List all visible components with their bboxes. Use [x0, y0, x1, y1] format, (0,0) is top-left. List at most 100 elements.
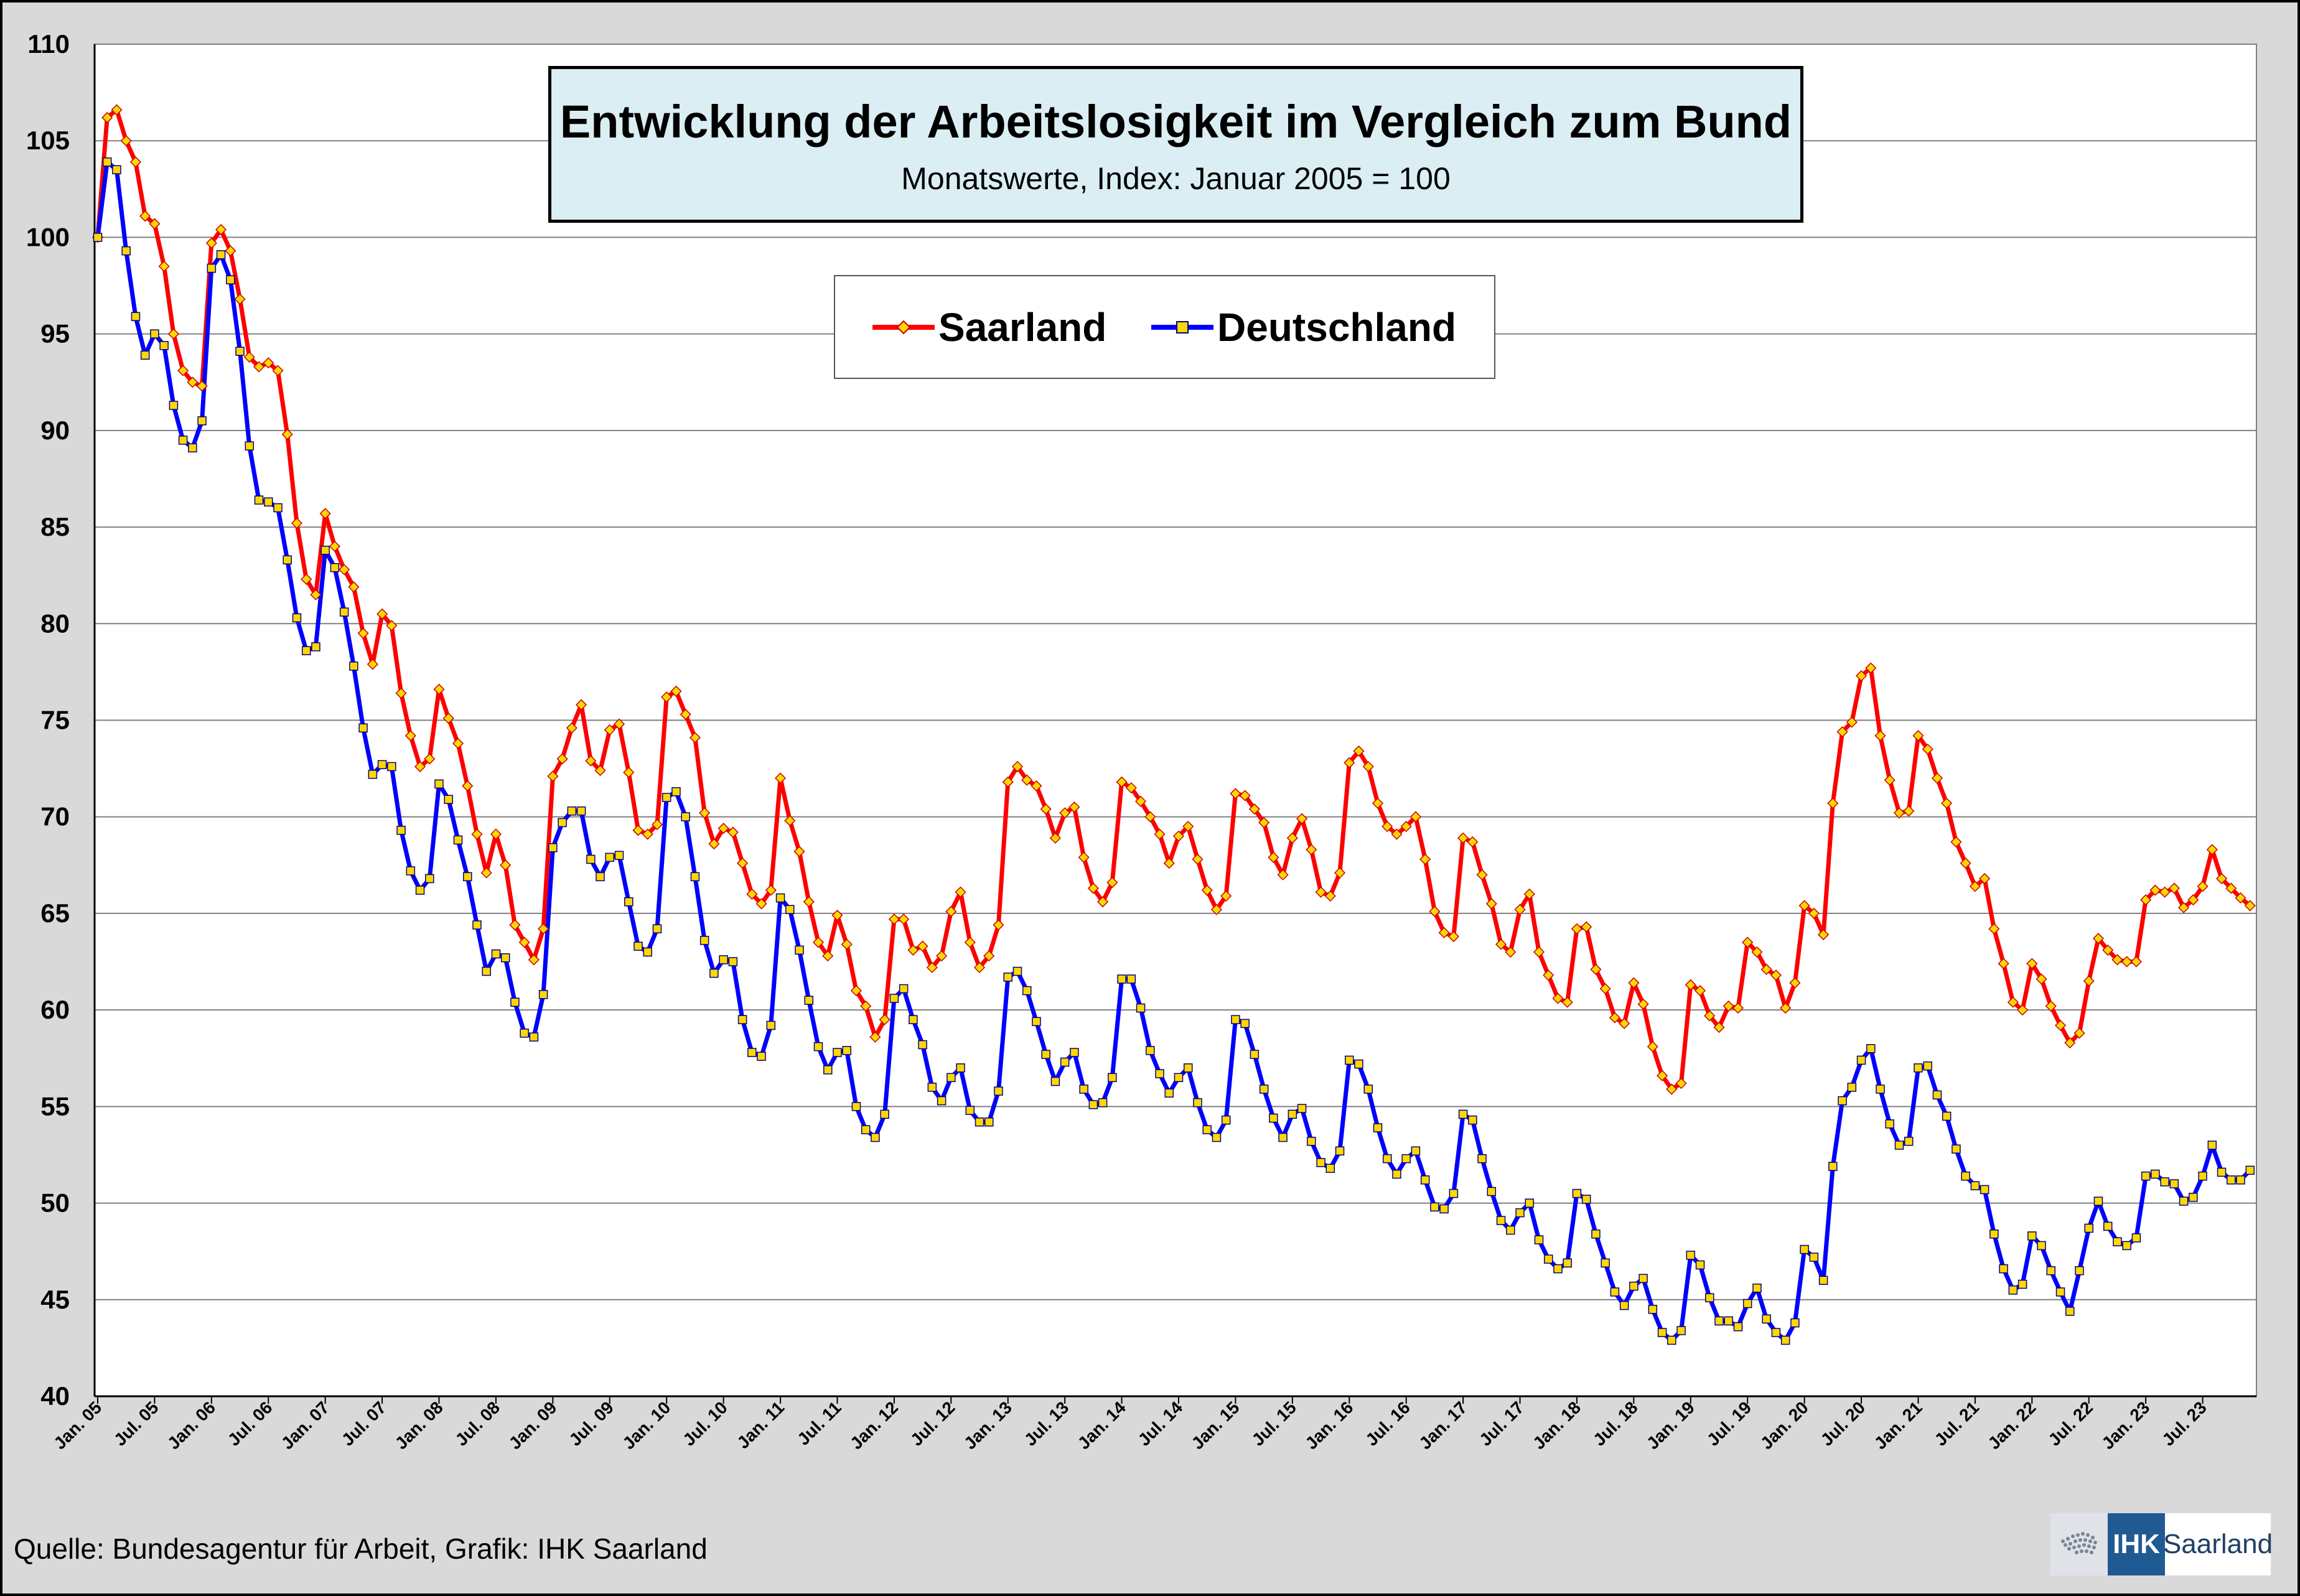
- series-line-saarland: [95, 108, 2252, 1091]
- point-saarland: [1941, 797, 1953, 810]
- point-deutschland: [226, 275, 235, 284]
- x-tick-label: Jul. 23: [2158, 1398, 2210, 1450]
- x-tick-label: Jul. 12: [907, 1398, 959, 1450]
- point-deutschland: [131, 312, 141, 321]
- point-saarland: [594, 765, 606, 777]
- point-deutschland: [188, 443, 197, 453]
- point-deutschland: [2084, 1223, 2093, 1233]
- point-deutschland: [1553, 1264, 1563, 1274]
- x-tick-label: Jan. 21: [1871, 1398, 1926, 1453]
- point-deutschland: [1183, 1063, 1193, 1073]
- point-saarland: [1798, 900, 1810, 912]
- point-saarland: [1134, 795, 1147, 807]
- x-tick-label: Jul. 20: [1817, 1398, 1869, 1450]
- point-saarland: [395, 687, 407, 699]
- point-saarland: [101, 111, 113, 124]
- point-saarland: [1419, 853, 1431, 866]
- point-deutschland: [994, 1086, 1003, 1096]
- point-deutschland: [1847, 1083, 1857, 1092]
- point-deutschland: [728, 957, 738, 966]
- point-deutschland: [558, 818, 567, 828]
- point-deutschland: [178, 436, 188, 445]
- point-deutschland: [633, 941, 643, 951]
- point-saarland: [1619, 1017, 1630, 1029]
- point-deutschland: [1601, 1258, 1610, 1268]
- point-saarland: [661, 691, 673, 703]
- point-deutschland: [1952, 1144, 1961, 1154]
- point-saarland: [1248, 803, 1260, 815]
- point-saarland: [149, 218, 161, 230]
- x-tick-label: Jan. 18: [1529, 1398, 1584, 1453]
- point-saarland: [2168, 882, 2180, 894]
- gridlines: [95, 140, 2256, 1300]
- point-saarland: [1960, 857, 1971, 869]
- point-saarland: [983, 950, 995, 962]
- point-deutschland: [1032, 1017, 1041, 1027]
- point-saarland: [1087, 882, 1099, 894]
- point-deutschland: [709, 968, 719, 978]
- point-deutschland: [1487, 1187, 1497, 1197]
- point-deutschland: [1667, 1335, 1676, 1345]
- x-tick-label: Jan. 16: [1301, 1398, 1357, 1453]
- legend-label-saarland: Saarland: [938, 304, 1107, 350]
- x-tick-label: Jan. 09: [505, 1398, 561, 1453]
- point-saarland: [1912, 730, 1924, 742]
- point-saarland: [812, 936, 825, 948]
- point-deutschland: [387, 762, 396, 772]
- point-saarland: [528, 954, 540, 966]
- point-deutschland: [1989, 1229, 1999, 1239]
- point-saarland: [111, 104, 123, 116]
- point-saarland: [1172, 830, 1185, 842]
- legend-item-saarland: Saarland: [872, 276, 1106, 378]
- point-deutschland: [482, 966, 491, 976]
- point-saarland: [177, 365, 189, 376]
- point-saarland: [850, 985, 863, 997]
- point-deutschland: [1468, 1115, 1477, 1125]
- point-saarland: [1447, 931, 1459, 943]
- point-deutschland: [2169, 1179, 2179, 1188]
- x-tick-label: Jan. 08: [391, 1398, 447, 1453]
- x-tick-label: Jul. 17: [1475, 1398, 1528, 1450]
- point-saarland: [329, 541, 340, 553]
- point-deutschland: [1003, 973, 1012, 982]
- point-saarland: [1391, 828, 1403, 840]
- point-saarland: [1476, 869, 1488, 880]
- point-deutschland: [965, 1106, 975, 1115]
- point-saarland: [442, 712, 454, 724]
- point-deutschland: [1439, 1204, 1449, 1214]
- point-saarland: [291, 517, 303, 529]
- point-deutschland: [2008, 1286, 2018, 1295]
- point-deutschland: [1904, 1136, 1914, 1146]
- point-deutschland: [1515, 1208, 1525, 1218]
- point-saarland: [1647, 1041, 1658, 1053]
- point-saarland: [1685, 979, 1696, 991]
- point-deutschland: [500, 953, 510, 963]
- point-saarland: [1182, 821, 1194, 833]
- point-deutschland: [586, 854, 596, 864]
- point-deutschland: [1070, 1048, 1079, 1057]
- point-deutschland: [927, 1083, 937, 1092]
- point-deutschland: [444, 795, 454, 805]
- point-saarland: [1011, 760, 1024, 773]
- point-saarland: [509, 919, 521, 931]
- point-deutschland: [1449, 1188, 1459, 1198]
- x-tick-label: Jan. 14: [1074, 1398, 1129, 1453]
- point-deutschland: [596, 872, 605, 882]
- point-saarland: [973, 961, 986, 973]
- point-saarland: [765, 884, 777, 896]
- point-deutschland: [207, 263, 217, 273]
- point-saarland: [1893, 807, 1905, 819]
- point-saarland: [1400, 821, 1412, 833]
- x-tick-label: Jan. 10: [619, 1398, 674, 1453]
- y-tick-label: 65: [40, 898, 70, 928]
- point-saarland: [831, 909, 843, 922]
- point-deutschland: [1193, 1098, 1202, 1108]
- point-deutschland: [1543, 1254, 1553, 1264]
- point-saarland: [376, 608, 388, 620]
- point-saarland: [1258, 816, 1270, 829]
- x-tick-label: Jan. 22: [1984, 1398, 2039, 1453]
- point-deutschland: [775, 893, 785, 903]
- point-saarland: [917, 940, 928, 952]
- point-deutschland: [339, 607, 349, 617]
- point-deutschland: [520, 1029, 529, 1038]
